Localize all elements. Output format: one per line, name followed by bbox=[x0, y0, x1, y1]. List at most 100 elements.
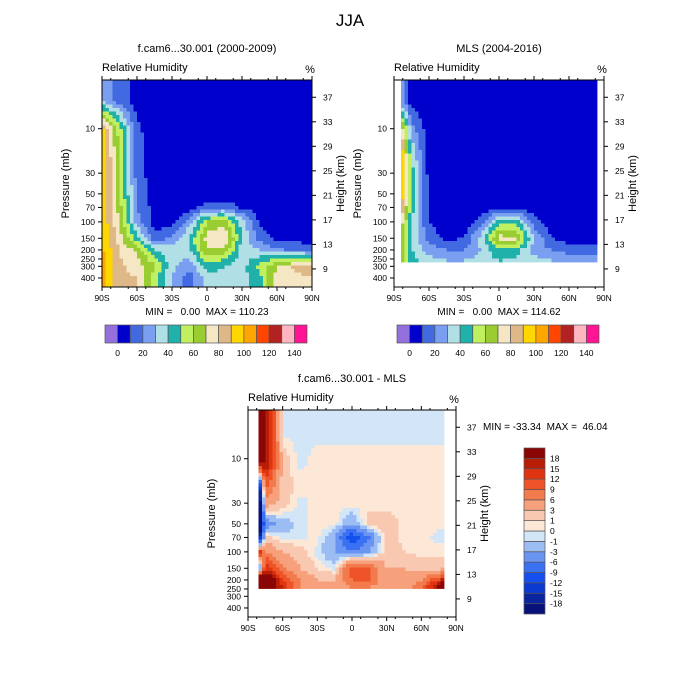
contour-cell bbox=[126, 237, 131, 242]
contour-cell bbox=[112, 199, 117, 203]
contour-cell bbox=[280, 111, 285, 116]
contour-cell bbox=[263, 108, 267, 112]
contour-cell bbox=[495, 132, 500, 137]
contour-cell bbox=[123, 241, 127, 245]
contour-cell bbox=[165, 237, 169, 242]
contour-cell bbox=[238, 202, 243, 207]
contour-cell bbox=[298, 115, 302, 119]
contour-cell bbox=[506, 97, 510, 102]
contour-cell bbox=[506, 122, 510, 126]
contour-cell bbox=[284, 143, 288, 147]
contour-cell bbox=[203, 125, 208, 130]
contour-cell bbox=[116, 111, 120, 116]
contour-cell bbox=[488, 150, 493, 154]
contour-cell bbox=[263, 209, 267, 214]
contour-cell bbox=[291, 237, 295, 242]
contour-cell bbox=[555, 150, 559, 154]
contour-cell bbox=[457, 83, 461, 88]
contour-cell bbox=[186, 171, 190, 175]
contour-cell bbox=[287, 80, 292, 84]
contour-cell bbox=[189, 122, 194, 126]
contour-cell bbox=[210, 216, 215, 221]
contour-cell bbox=[418, 111, 423, 116]
contour-cell bbox=[193, 209, 197, 214]
contour-cell bbox=[562, 101, 566, 105]
contour-cell bbox=[116, 83, 120, 88]
contour-cell bbox=[301, 244, 306, 249]
contour-cell bbox=[158, 143, 162, 147]
contour-cell bbox=[144, 262, 148, 266]
contour-cell bbox=[102, 108, 106, 112]
contour-cell bbox=[193, 108, 197, 112]
contour-cell bbox=[541, 83, 545, 88]
contour-cell bbox=[305, 181, 309, 186]
contour-cell bbox=[308, 209, 313, 214]
contour-cell bbox=[196, 216, 201, 221]
contour-cell bbox=[126, 255, 131, 259]
contour-cell bbox=[242, 94, 246, 98]
contour-cell bbox=[579, 83, 584, 88]
contour-cell bbox=[572, 146, 577, 151]
colorbar-label: 40 bbox=[163, 348, 173, 358]
contour-cell bbox=[555, 118, 559, 123]
contour-cell bbox=[562, 104, 566, 109]
contour-cell bbox=[210, 90, 215, 95]
contour-cell bbox=[231, 160, 236, 165]
contour-cell bbox=[242, 122, 246, 126]
contour-cell bbox=[263, 199, 267, 203]
contour-cell bbox=[474, 139, 479, 144]
contour-cell bbox=[495, 94, 500, 98]
contour-cell bbox=[436, 150, 440, 154]
contour-cell bbox=[270, 111, 274, 116]
contour-cell bbox=[284, 206, 288, 210]
contour-cell bbox=[200, 265, 204, 270]
contour-cell bbox=[119, 206, 124, 210]
contour-cell bbox=[259, 220, 264, 224]
contour-cell bbox=[147, 153, 152, 158]
contour-cell bbox=[168, 87, 173, 91]
contour-cell bbox=[527, 143, 531, 147]
contour-cell bbox=[502, 143, 507, 147]
contour-cell bbox=[119, 164, 124, 168]
contour-cell bbox=[555, 136, 559, 140]
contour-cell bbox=[534, 80, 538, 84]
contour-cell bbox=[474, 125, 479, 130]
contour-cell bbox=[422, 80, 426, 84]
contour-cell bbox=[485, 94, 489, 98]
contour-cell bbox=[277, 262, 281, 266]
contour-cell bbox=[168, 279, 173, 284]
contour-cell bbox=[485, 83, 489, 88]
contour-cell bbox=[474, 153, 479, 158]
contour-cell bbox=[291, 251, 295, 256]
contour-cell bbox=[189, 171, 194, 175]
contour-cell bbox=[221, 244, 225, 249]
contour-cell bbox=[161, 171, 166, 175]
contour-cell bbox=[569, 94, 573, 98]
contour-cell bbox=[182, 143, 187, 147]
contour-cell bbox=[287, 188, 292, 193]
height-tick-label: 9 bbox=[323, 264, 328, 274]
contour-cell bbox=[541, 146, 545, 151]
contour-cell bbox=[259, 83, 264, 88]
contour-cell bbox=[228, 174, 232, 179]
contour-cell bbox=[453, 94, 458, 98]
contour-cell bbox=[263, 255, 267, 259]
contour-cell bbox=[217, 188, 222, 193]
contour-cell bbox=[133, 129, 138, 133]
contour-cell bbox=[541, 111, 545, 116]
contour-cell bbox=[308, 160, 313, 165]
contour-cell bbox=[502, 139, 507, 144]
contour-cell bbox=[301, 136, 306, 140]
contour-cell bbox=[263, 202, 267, 207]
contour-cell bbox=[200, 213, 204, 217]
contour-cell bbox=[137, 230, 141, 235]
contour-cell bbox=[119, 185, 124, 189]
contour-cell bbox=[287, 125, 292, 130]
contour-cell bbox=[112, 269, 117, 273]
contour-cell bbox=[273, 111, 278, 116]
contour-cell bbox=[207, 244, 211, 249]
contour-cell bbox=[109, 80, 113, 84]
contour-cell bbox=[266, 192, 271, 196]
contour-cell bbox=[168, 223, 173, 228]
y-tick-label: 300 bbox=[81, 261, 95, 271]
